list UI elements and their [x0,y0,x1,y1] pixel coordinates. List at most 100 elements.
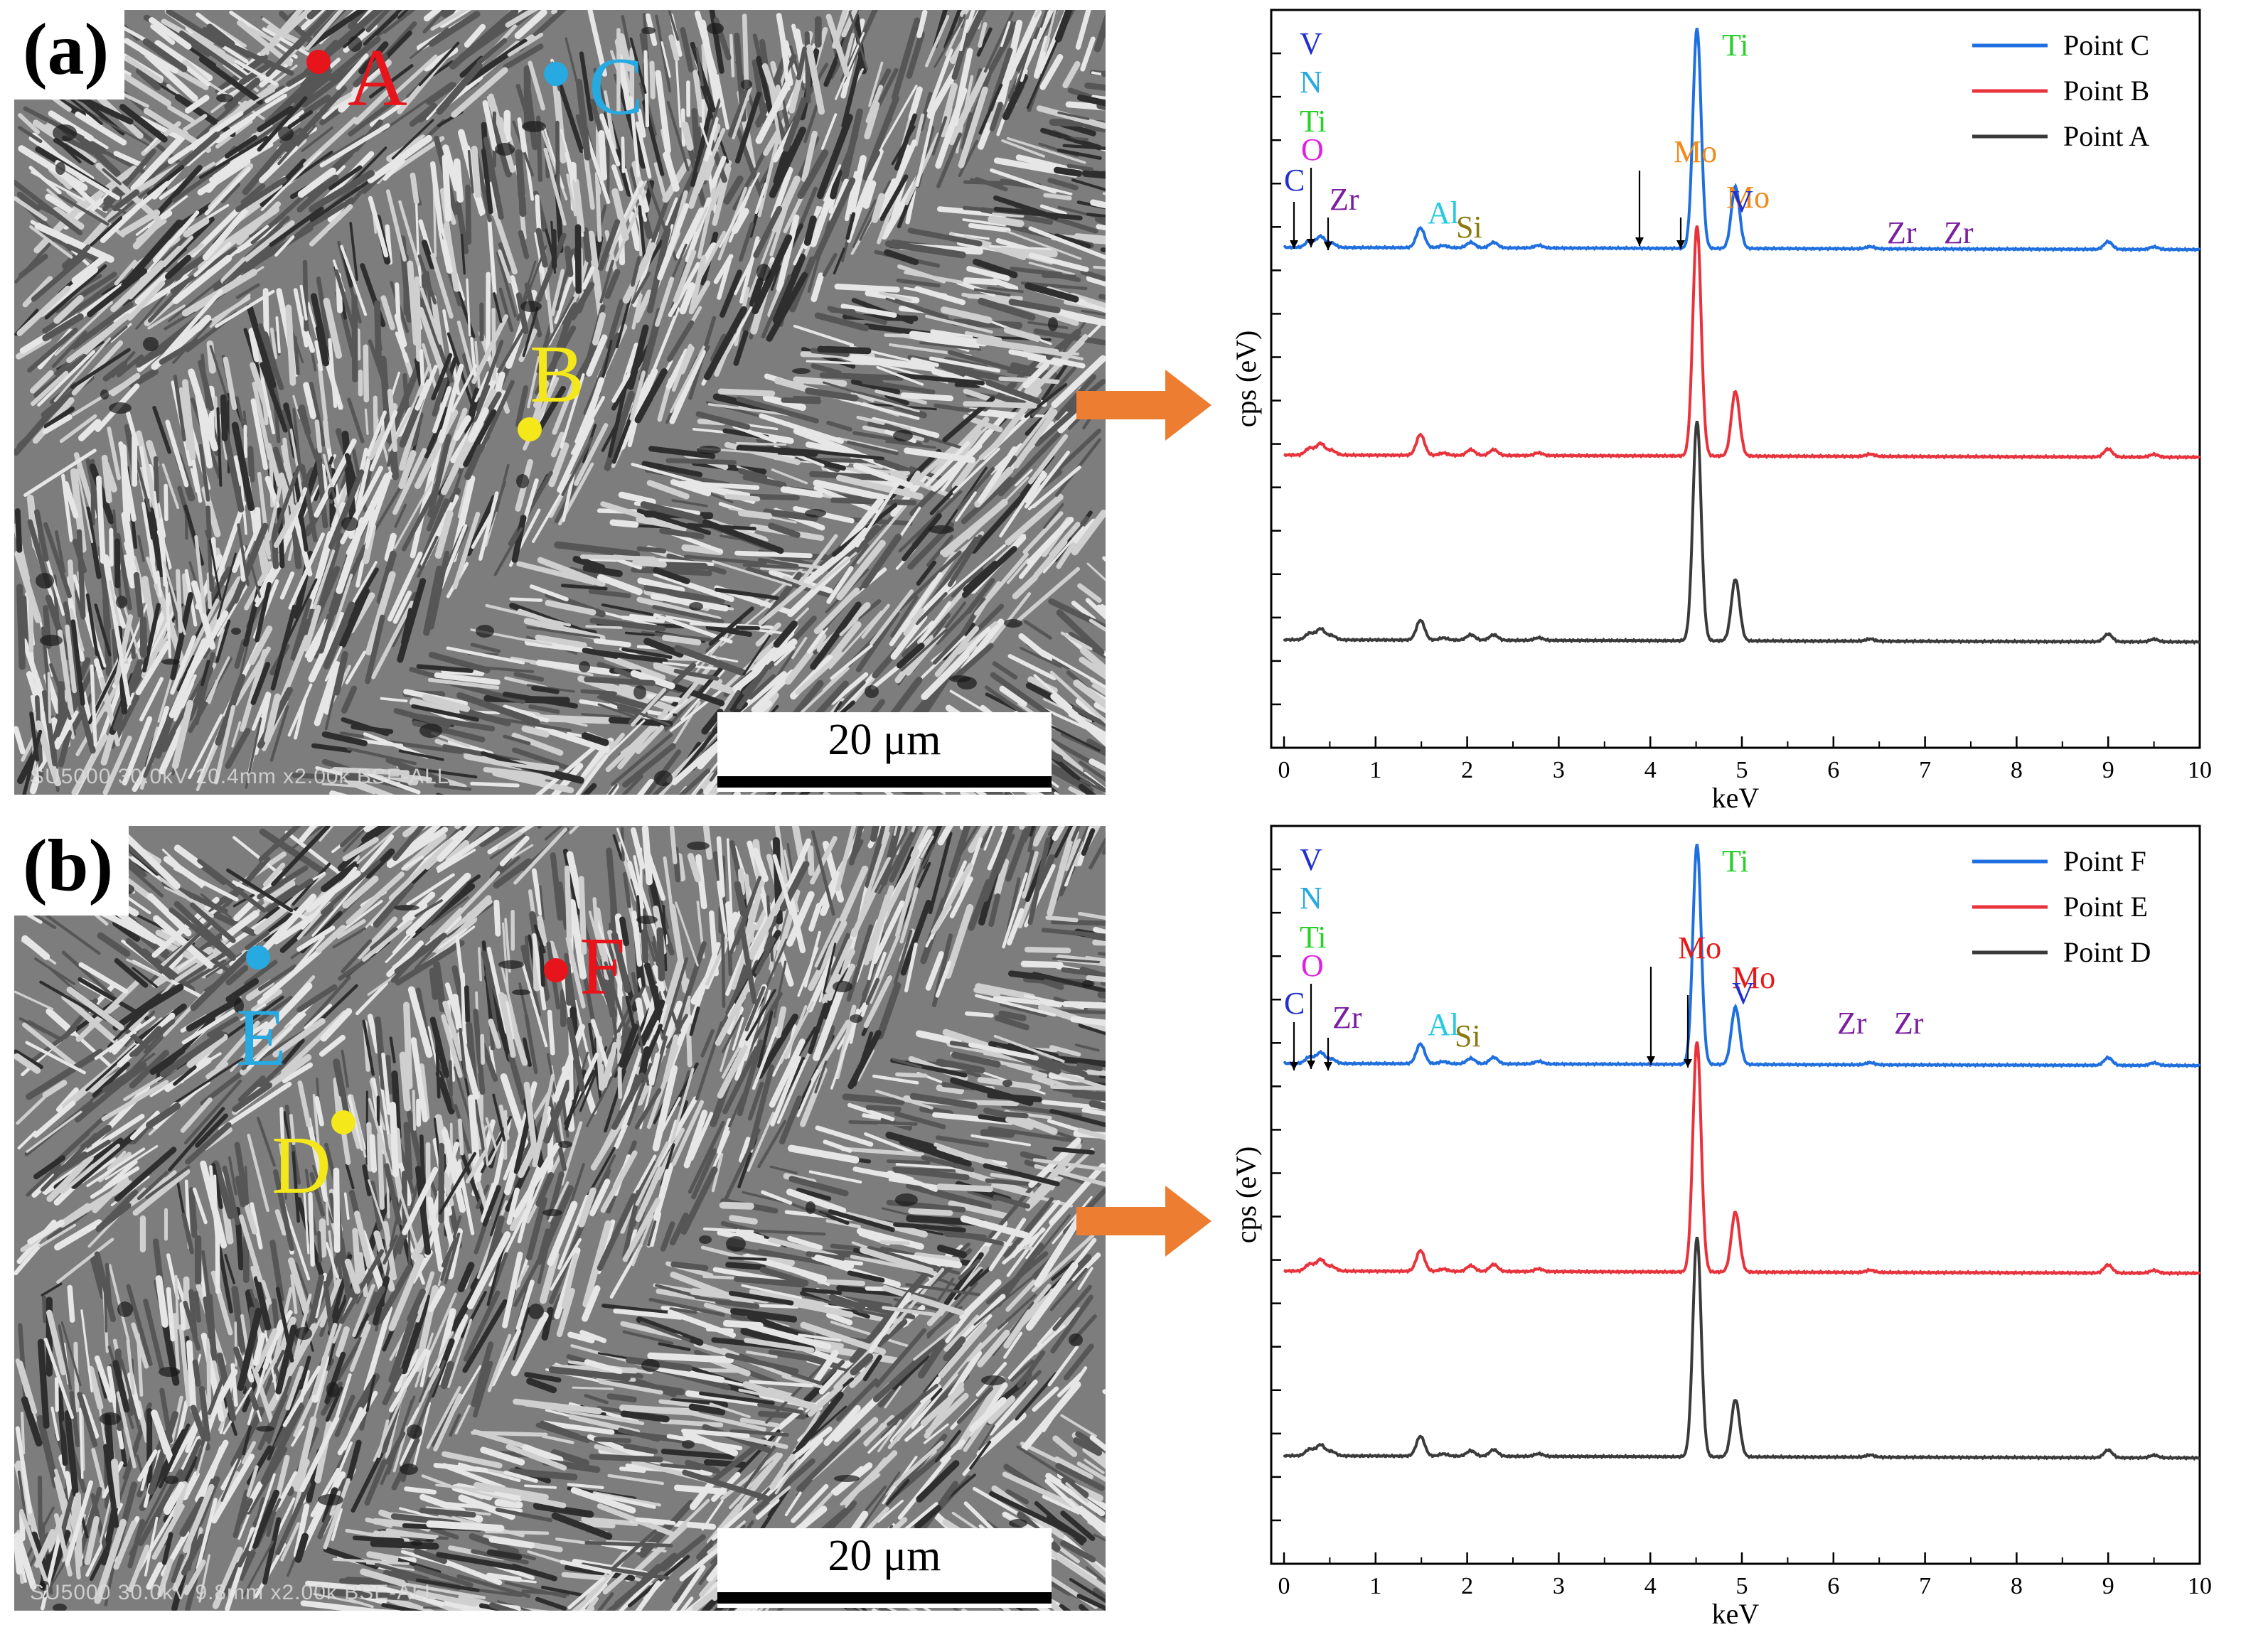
micrograph-texture-b [14,826,1106,1611]
leader-arrowhead [1676,240,1685,249]
element-label: Mo [1726,180,1770,215]
element-label: V [1732,976,1755,1011]
leader-arrowhead [1647,1056,1655,1065]
element-label: Si [1455,1019,1481,1053]
eds-spectrum-b: cps (eV) 0 1 2 3 4 5 6 7 8 9 10 keV Point F Point E Poi… [1230,825,2212,1630]
plot-frame [1270,825,2201,1565]
x-axis-label: keV [1712,1598,1760,1630]
element-label: O [1301,132,1324,167]
point-e-label: E [236,992,287,1083]
element-label: Ti [1300,104,1327,139]
legend-entry: Point C [2063,29,2149,61]
element-label: Zr [1837,1006,1867,1041]
point-d-label: D [272,1120,331,1211]
element-label: Si [1456,210,1482,245]
leader-arrowhead [1290,1062,1298,1070]
element-label: Zr [1887,215,1917,250]
x-tick-label: 10 [2188,757,2212,783]
x-tick-label: 9 [2102,757,2114,783]
panel-a: SU5000 30.0kV 10.4mm x2.00k BSE-ALL 20 μ… [14,9,2212,814]
eds-spectrum-a: cps (eV) 0 1 2 3 4 5 6 7 8 9 10 keV Point C Point B Poi… [1230,9,2212,814]
leader-arrowhead [1307,239,1315,247]
panel-b: SU5000 30.0kV 9.8mm x2.00k BSE-ALL 20 μm… [0,816,2268,1632]
arrow-right-icon-a [1076,370,1211,441]
leader-arrowhead [1324,242,1332,250]
x-tick-label: 8 [2011,1573,2023,1599]
point-c-dot [544,62,568,86]
spectrum-line-point-f [1283,844,2201,1068]
legend-entry: Point F [2063,845,2146,877]
spectrum-line-point-b [1283,225,2201,461]
x-tick-label: 1 [1369,1573,1381,1599]
element-label: Zr [1332,1000,1362,1035]
element-label: V [1731,184,1753,219]
element-label: V [1300,26,1322,61]
x-tick-label: 7 [1919,1573,1931,1599]
spectrum-line-point-d [1283,1236,2200,1461]
x-tick-label: 2 [1461,1573,1473,1599]
scale-bar-label-a: 20 μm [828,716,941,764]
point-f-label: F [579,921,626,1012]
element-label: Mo [1732,960,1775,995]
x-tick-label: 3 [1553,757,1565,783]
element-label: Ti [1300,920,1327,955]
element-label: C [1284,986,1305,1021]
plot-frame [1270,9,2201,749]
x-tick-label: 6 [1827,1573,1839,1599]
point-c-label: C [589,41,644,132]
y-axis-label: cps (eV) [1230,331,1262,428]
x-tick-label: 9 [2102,1573,2114,1599]
x-tick-label: 10 [2188,1573,2212,1599]
x-tick-label: 4 [1644,757,1657,783]
sem-micrograph-a: SU5000 30.0kV 10.4mm x2.00k BSE-ALL 20 μ… [14,10,1106,795]
x-tick-label: 3 [1553,1573,1565,1599]
point-e-dot [246,945,270,970]
leader-arrowhead [1307,1061,1315,1069]
element-label: Zr [1944,215,1974,250]
element-label: Ti [1722,844,1749,879]
leader-arrowhead [1324,1062,1332,1070]
x-tick-label: 1 [1369,757,1381,783]
leader-arrowhead [1635,237,1644,246]
point-a-label: A [348,33,407,124]
spectrum-line-point-a [1283,420,2200,645]
element-label: Zr [1330,182,1359,217]
sem-info-b: SU5000 30.0kV 9.8mm x2.00k BSE-ALL [30,1581,437,1604]
x-tick-label: 0 [1278,757,1290,783]
point-a-dot [306,50,331,74]
sem-info-a: SU5000 30.0kV 10.4mm x2.00k BSE-ALL [30,765,450,788]
scale-bar-label-b: 20 μm [828,1532,941,1580]
point-b-label: B [530,329,585,420]
legend-entry: Point E [2063,891,2148,923]
legend-entry: Point A [2063,120,2149,152]
element-label: V [1300,842,1322,877]
element-label: O [1301,948,1324,983]
element-label: N [1300,65,1322,100]
spectrum-line-point-c [1283,28,2201,252]
spectrum-line-point-e [1283,1041,2201,1277]
element-label: Mo [1674,134,1717,169]
x-tick-label: 8 [2011,757,2023,783]
x-tick-label: 0 [1278,1573,1290,1599]
x-tick-label: 2 [1461,757,1473,783]
element-label: Ti [1722,28,1749,63]
leader-arrowhead [1684,1059,1692,1068]
element-label: Al [1428,195,1459,230]
element-label: C [1284,163,1305,198]
panel-letter-a: (a) [14,10,125,100]
x-tick-label: 6 [1827,757,1839,783]
point-b-dot [518,417,542,441]
x-tick-label: 7 [1919,757,1931,783]
x-tick-label: 4 [1644,1573,1657,1599]
legend-entry: Point D [2063,936,2151,968]
point-f-dot [544,958,568,982]
scale-bar-a: 20 μm [717,712,1052,792]
x-axis-label: keV [1712,782,1760,814]
panel-letter-b: (b) [14,826,129,916]
scale-bar-b: 20 μm [717,1528,1052,1608]
element-label: Mo [1678,930,1721,965]
scale-bar-line-a [717,776,1052,788]
point-d-dot [331,1110,355,1134]
element-label: Zr [1894,1006,1924,1041]
y-axis-label: cps (eV) [1230,1147,1262,1244]
